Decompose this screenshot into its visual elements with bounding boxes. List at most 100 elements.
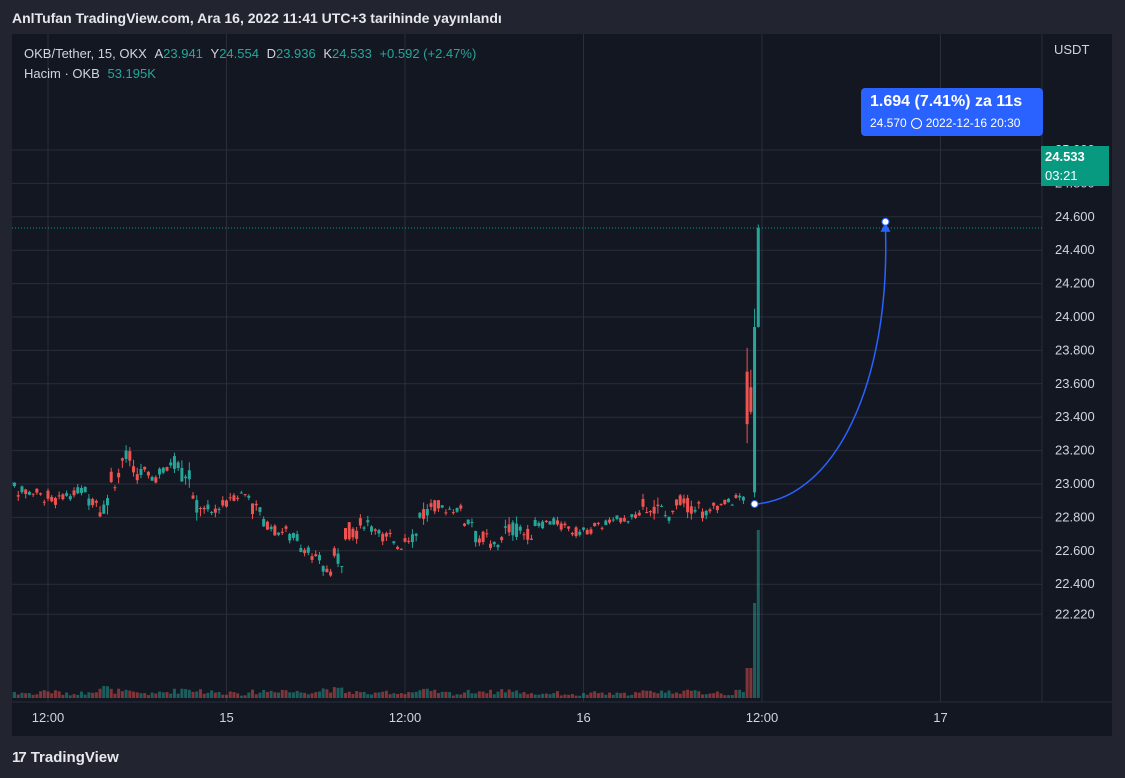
volume-bar — [555, 691, 559, 698]
volume-bar — [697, 691, 701, 698]
candle-body — [39, 493, 43, 495]
candle-body — [686, 498, 690, 513]
volume-bar — [615, 692, 619, 698]
price-range-label[interactable]: 1.694 (7.41%) za 11s 24.570 2022-12-16 2… — [861, 88, 1043, 136]
currency-label[interactable]: USDT — [1054, 42, 1090, 57]
volume-bar — [299, 692, 303, 698]
volume-bar — [27, 693, 31, 698]
time-tick-label: 15 — [219, 710, 233, 725]
candle-body — [150, 477, 154, 481]
volume-bars — [12, 530, 760, 698]
volume-bar — [463, 692, 466, 698]
candle-body — [734, 494, 738, 498]
candle-body — [373, 529, 377, 531]
bar-countdown: 03:21 — [1045, 168, 1078, 183]
volume-bar — [243, 695, 247, 698]
candle-body — [143, 466, 147, 470]
volume-bar — [317, 691, 321, 698]
time-tick-label: 12:00 — [32, 710, 65, 725]
volume-bar — [567, 694, 571, 698]
candle-body — [749, 387, 753, 412]
candle-body — [567, 526, 571, 529]
candle-body — [187, 470, 191, 480]
candle-body — [94, 500, 98, 503]
candle-body — [42, 501, 46, 503]
candle-body — [65, 493, 69, 496]
legend-close-label: K — [323, 46, 333, 61]
candle-body — [381, 533, 385, 542]
candle-body — [377, 530, 381, 534]
last-price-value: 24.533 — [1045, 149, 1085, 164]
candle-body — [503, 526, 507, 528]
volume-bar — [715, 691, 719, 698]
candle-body — [537, 523, 541, 526]
volume-bar — [529, 693, 533, 698]
candle-body — [362, 527, 366, 529]
volume-bar — [232, 692, 236, 698]
volume-bar — [403, 694, 407, 698]
projection-start-point — [750, 500, 759, 509]
volume-bar — [384, 690, 388, 698]
candle-body — [306, 547, 310, 553]
volume-bar — [20, 692, 24, 698]
candle-body — [660, 505, 664, 507]
candle-body — [414, 533, 418, 536]
legend-low-label: D — [266, 46, 276, 61]
volume-bar — [35, 694, 39, 698]
candle-body — [102, 504, 106, 514]
volume-bar — [332, 687, 336, 698]
candle-body — [191, 495, 195, 499]
volume-bar — [172, 688, 176, 698]
volume-bar — [176, 693, 180, 698]
tradingview-logo[interactable]: 17 TradingView — [12, 746, 119, 768]
candle-body — [228, 497, 232, 499]
volume-bar — [150, 692, 154, 698]
candlestick-chart[interactable]: 25.00024.80024.60024.40024.20024.00023.8… — [12, 34, 1112, 736]
candle-body — [444, 512, 448, 514]
legend-volume: 53.195K — [107, 66, 156, 81]
candle-body — [477, 538, 481, 543]
candle-body — [169, 462, 173, 466]
volume-bar — [582, 692, 585, 698]
candle-body — [667, 516, 671, 521]
volume-bar — [749, 668, 753, 698]
candle-body — [46, 490, 50, 499]
volume-bar — [410, 692, 414, 698]
candle-body — [440, 505, 444, 508]
candle-body — [303, 549, 307, 554]
candle-body — [176, 462, 180, 469]
candle-body — [608, 519, 612, 523]
volume-bar — [46, 691, 50, 698]
volume-bar — [574, 695, 578, 698]
time-tick-label: 17 — [933, 710, 947, 725]
candle-body — [455, 507, 459, 512]
volume-bar — [436, 693, 440, 698]
legend-low: 23.936 — [275, 46, 316, 61]
candle-body — [652, 506, 656, 514]
volume-bar — [652, 692, 656, 698]
projection-end-point — [881, 217, 890, 226]
volume-bar — [98, 688, 102, 698]
candle-body — [265, 521, 269, 530]
published-header: AnlTufan TradingView.com, Ara 16, 2022 1… — [12, 10, 502, 26]
candle-body — [481, 531, 485, 542]
volume-bar — [515, 690, 519, 698]
candle-body — [656, 504, 660, 507]
candle-body — [697, 502, 701, 504]
candle-body — [53, 497, 57, 505]
candle-body — [317, 554, 321, 561]
candle-body — [344, 528, 347, 540]
candle-body — [600, 527, 604, 529]
volume-bar — [433, 689, 437, 698]
volume-bar — [165, 692, 169, 698]
volume-bar — [370, 694, 374, 698]
clock-icon — [910, 117, 922, 129]
volume-bar — [611, 694, 615, 698]
candle-body — [325, 568, 329, 573]
candle-body — [243, 494, 247, 496]
volume-bar — [310, 693, 314, 698]
volume-bar — [503, 692, 507, 698]
candle-body — [251, 503, 255, 515]
candle-body — [552, 518, 556, 525]
chart-pane[interactable]: 25.00024.80024.60024.40024.20024.00023.8… — [12, 34, 1112, 736]
